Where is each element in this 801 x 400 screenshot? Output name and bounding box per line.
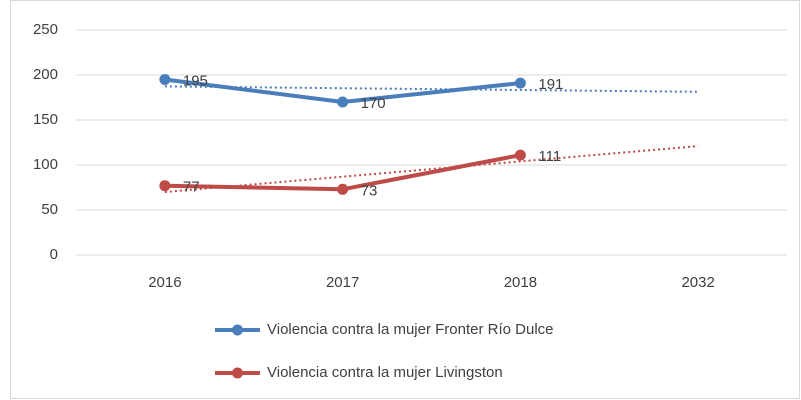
point xyxy=(159,74,171,85)
y-tick-label: 0 xyxy=(50,246,58,263)
point xyxy=(337,96,349,108)
y-tick-label: 150 xyxy=(33,111,58,128)
legend-marker xyxy=(232,324,243,336)
data-label: 170 xyxy=(361,95,386,112)
y-tick-label: 50 xyxy=(41,201,58,218)
data-label: 195 xyxy=(183,72,208,89)
data-label: 77 xyxy=(183,179,200,196)
x-tick-label: 2018 xyxy=(504,274,537,291)
x-tick-label: 2017 xyxy=(326,274,359,291)
y-tick-label: 200 xyxy=(33,66,58,83)
legend-marker xyxy=(232,367,243,379)
legend-label: Violencia contra la mujer Livingston xyxy=(267,364,503,381)
x-tick-label: 2016 xyxy=(148,274,181,291)
point xyxy=(159,180,171,192)
data-label: 73 xyxy=(361,182,378,199)
point xyxy=(514,149,526,161)
data-label: 191 xyxy=(538,76,563,93)
trendline xyxy=(164,85,699,93)
trendline xyxy=(164,145,699,193)
x-tick-label: 2032 xyxy=(681,274,714,291)
point xyxy=(337,183,349,195)
y-tick-label: 250 xyxy=(33,21,58,38)
data-label: 111 xyxy=(538,148,561,165)
point xyxy=(514,77,526,89)
legend-label: Violencia contra la mujer Fronter Río Du… xyxy=(267,321,554,338)
chart-border xyxy=(10,0,800,399)
y-tick-label: 100 xyxy=(33,156,58,173)
